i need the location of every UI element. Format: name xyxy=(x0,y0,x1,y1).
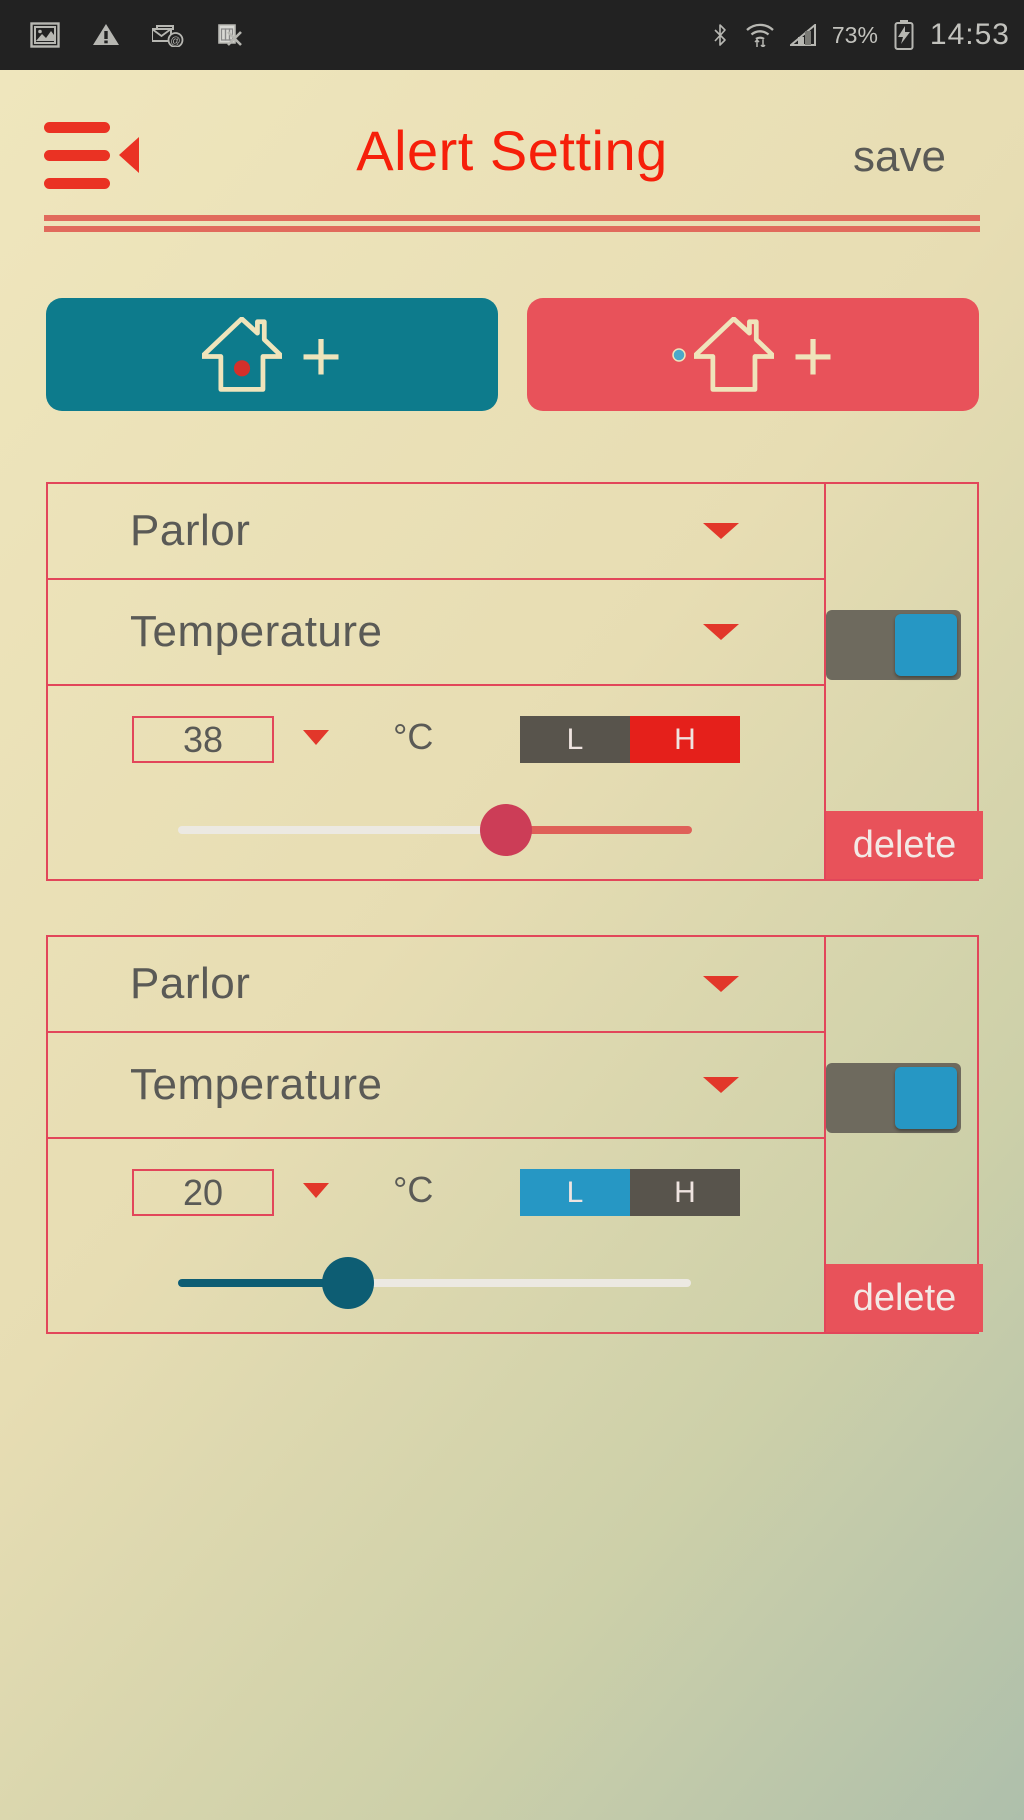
svg-text:@: @ xyxy=(170,36,180,47)
